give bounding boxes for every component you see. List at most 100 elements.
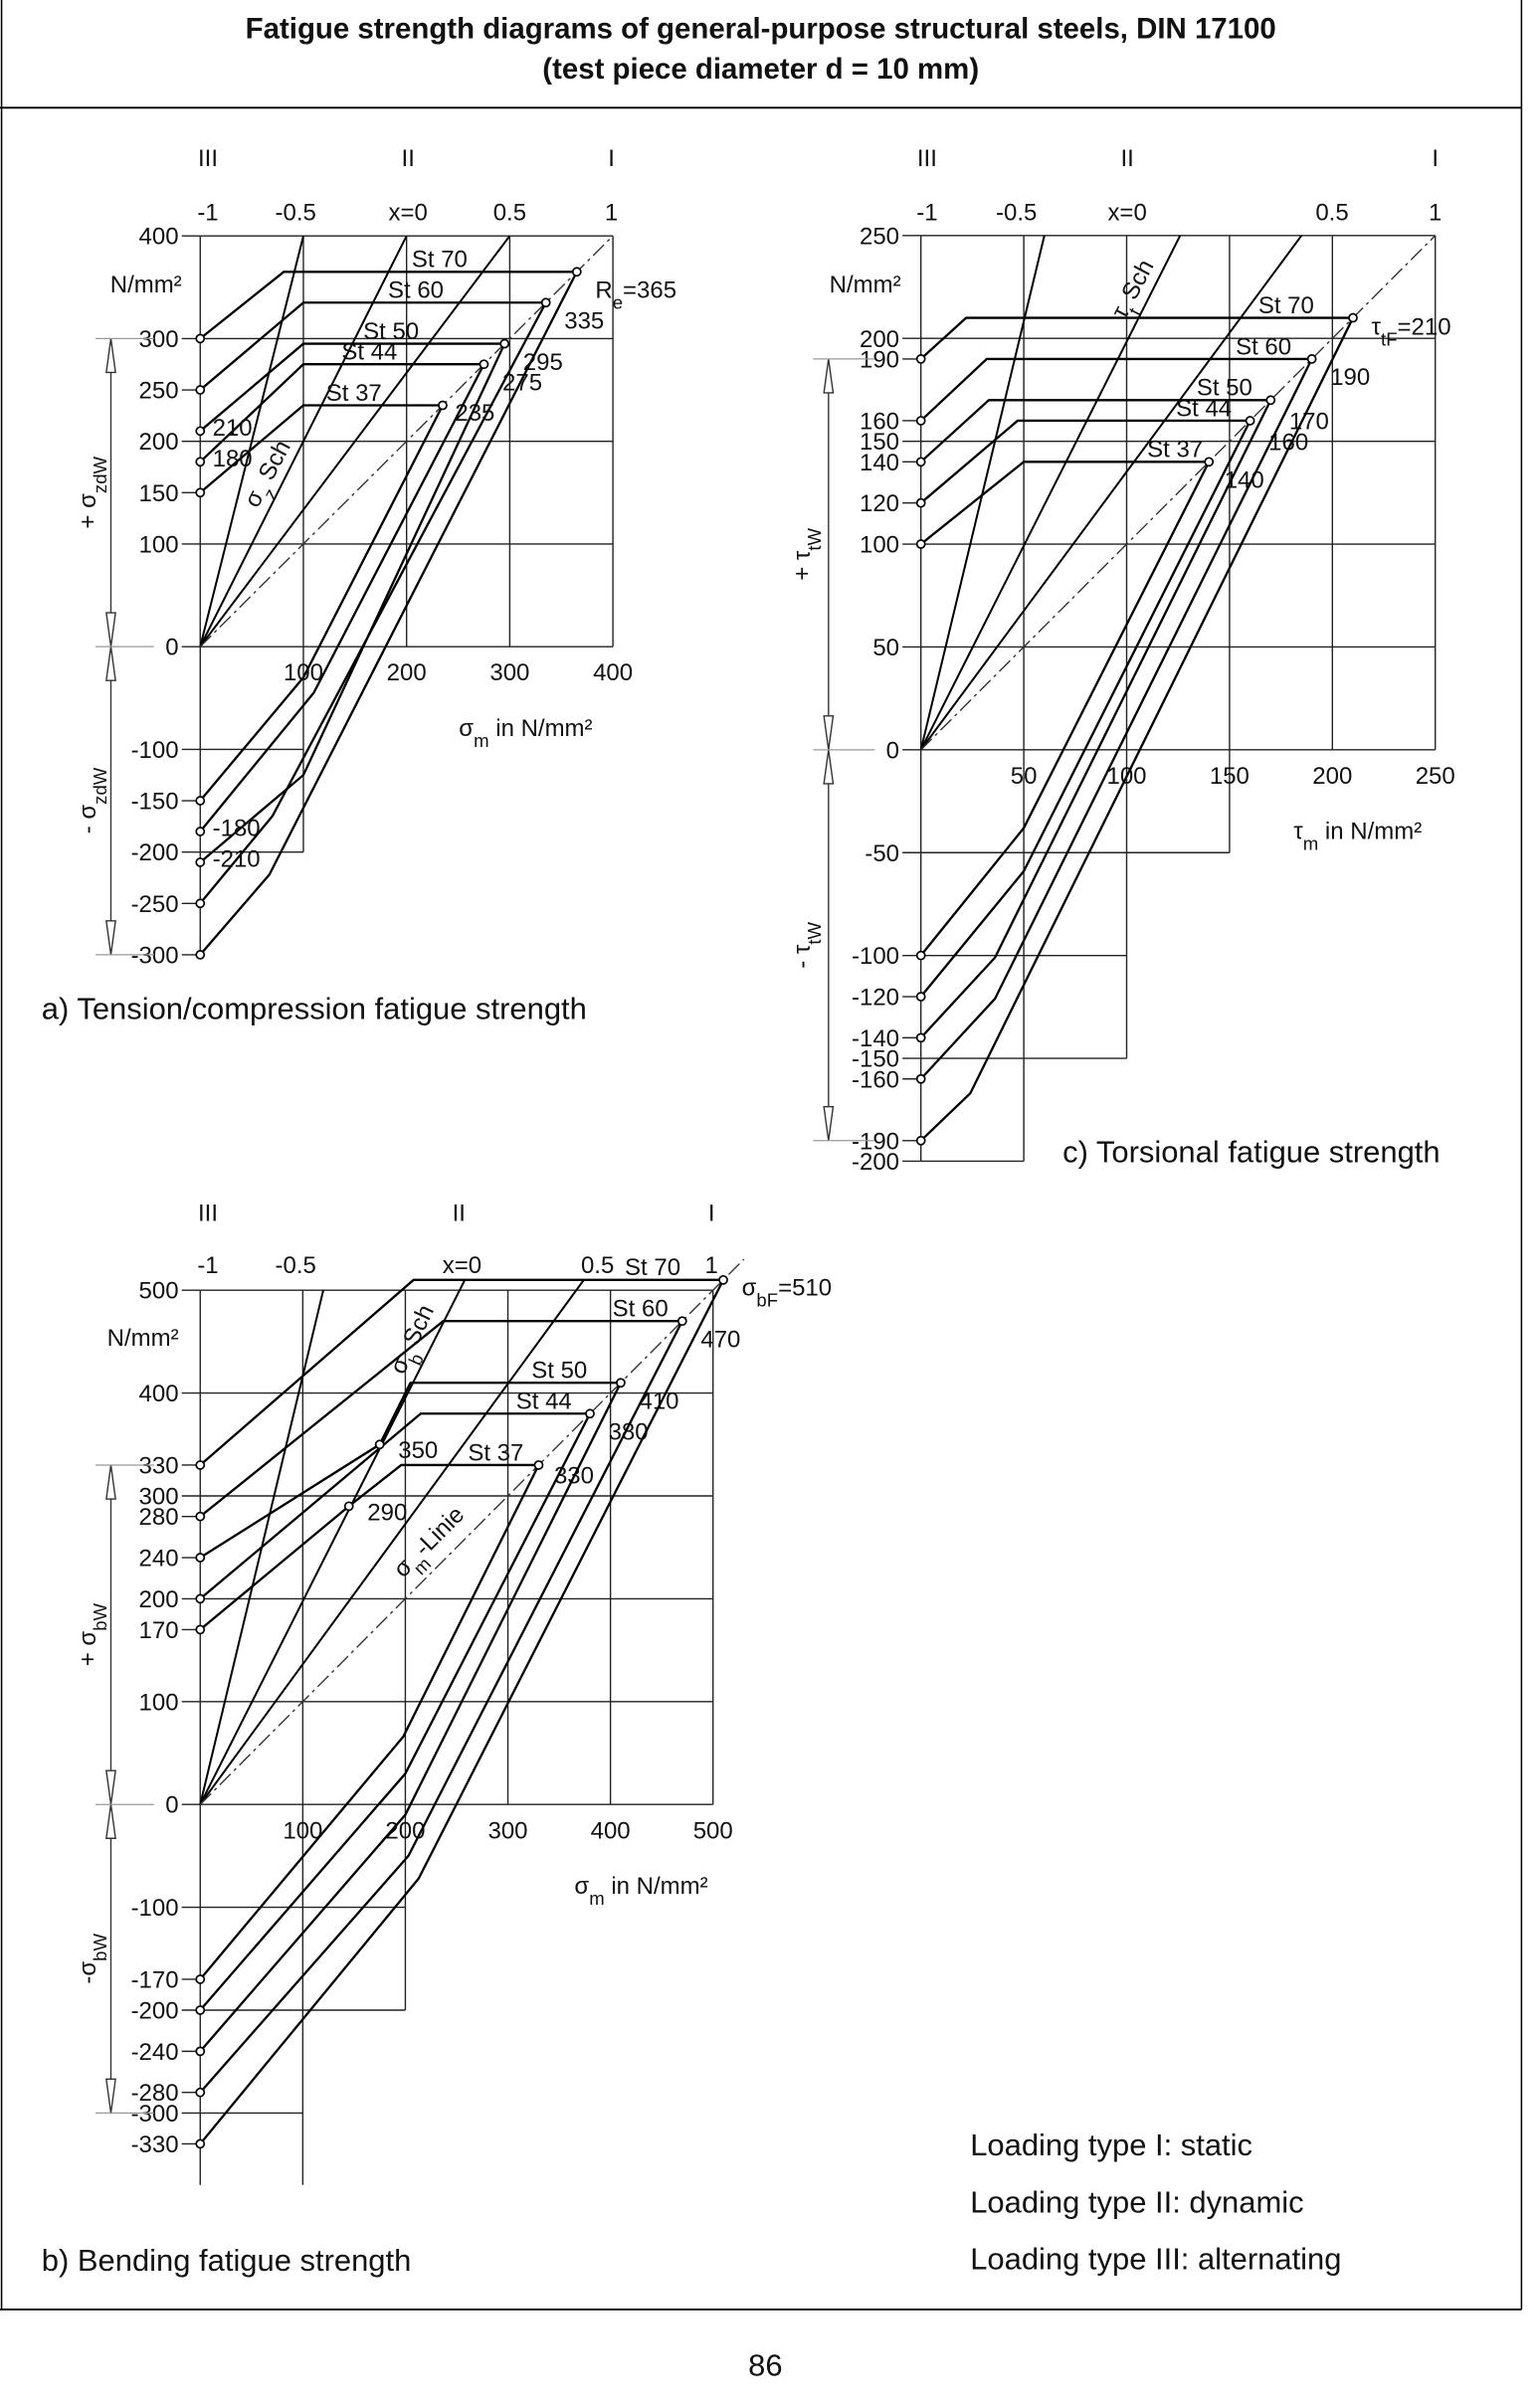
- y-axis-label-negative-sym: -σ: [75, 1961, 101, 1984]
- pulsating-line-label-rest: Sch: [1113, 256, 1159, 310]
- yield-strength-label-sub: bF: [756, 1289, 778, 1310]
- steel-grade-label: St 70: [1258, 292, 1314, 319]
- value-annotation: 210: [213, 415, 253, 442]
- stress-ratio-label: -1: [916, 199, 937, 226]
- data-point: [915, 539, 926, 549]
- value-annotation: 350: [398, 1437, 438, 1464]
- yield-strength-label-main: 295: [523, 349, 563, 376]
- y-tick-label: -200: [131, 1998, 179, 2025]
- steel-grade-label: St 60: [388, 278, 444, 304]
- value-annotation: -180: [213, 816, 261, 842]
- series-st-60: St 60 335: [195, 278, 604, 909]
- data-point: [195, 1553, 206, 1563]
- y-tick-label: 50: [872, 635, 899, 661]
- y-axis-label-positive: + τtW: [789, 527, 824, 580]
- mean-stress-line: [199, 1258, 745, 1805]
- y-tick-label: -100: [852, 943, 899, 970]
- data-point: [195, 827, 206, 836]
- data-point: [195, 457, 206, 467]
- y-tick-label: 100: [860, 532, 899, 559]
- yield-strength-label: 295: [523, 349, 563, 376]
- data-point: [195, 1511, 206, 1522]
- yield-strength-label: 170: [1289, 409, 1329, 436]
- data-point: [195, 2005, 206, 2015]
- dimension-arrow-icon: [105, 1464, 116, 1500]
- y-tick-label: -120: [852, 985, 899, 1012]
- load-type-label: III: [917, 145, 937, 172]
- load-type-label: I: [608, 145, 615, 172]
- legend-line-2: Loading type II: dynamic: [970, 2184, 1303, 2219]
- mean-stress-line: [920, 235, 1437, 751]
- lower-limit-line: [919, 358, 1313, 1080]
- y-axis-label-negative-sub: bW: [89, 1934, 109, 1961]
- upper-limit-line: [199, 404, 443, 494]
- dimension-arrow-icon: [105, 612, 116, 648]
- y-tick-label: 120: [860, 490, 899, 517]
- data-point: [499, 338, 510, 349]
- data-point: [1204, 457, 1215, 467]
- x-axis-label-sub: m: [589, 1887, 604, 1908]
- value-annotation: 290: [367, 1499, 407, 1526]
- stress-ratio-ray: [919, 235, 1046, 751]
- stress-ratio-label: -0.5: [276, 199, 316, 226]
- y-tick-label: 150: [139, 480, 179, 507]
- y-tick-label: 300: [139, 1484, 179, 1511]
- y-tick-label: -190: [852, 1128, 899, 1155]
- dimension-arrow-icon: [105, 920, 116, 955]
- y-axis-label-positive-sym: + τ: [789, 550, 816, 581]
- upper-limit-line: [199, 1412, 591, 1600]
- stress-ratio-label: 1: [605, 199, 618, 226]
- steel-grade-label: St 44: [516, 1389, 572, 1415]
- stress-ratio-ray: [199, 1279, 585, 1805]
- pulsating-line-label: τt Sch: [1106, 256, 1167, 327]
- y-tick-label: -150: [852, 1046, 899, 1073]
- y-tick-label: -200: [852, 1149, 899, 1176]
- x-axis-label: σm in N/mm²: [459, 715, 592, 751]
- steel-grade-label: St 70: [412, 247, 468, 274]
- y-tick-label: 140: [860, 450, 899, 476]
- yield-strength-label-main: 170: [1289, 409, 1329, 436]
- y-tick-label: 200: [139, 1586, 179, 1613]
- series-st-70: St 70 Re=365: [195, 247, 676, 960]
- y-axis-label-negative: - σzdW: [75, 767, 110, 834]
- data-point: [195, 385, 206, 395]
- data-point: [915, 1032, 926, 1043]
- data-point: [195, 1460, 206, 1470]
- dimension-arrow-icon: [105, 2078, 116, 2114]
- stress-ratio-ray: [199, 235, 511, 648]
- data-point: [479, 359, 489, 370]
- dimension-arrow-icon: [823, 749, 835, 785]
- upper-limit-line: [199, 271, 577, 340]
- x-axis-label-rest: in N/mm²: [1318, 819, 1422, 845]
- upper-limit-line: [199, 1463, 539, 1631]
- dimension-arrow-icon: [105, 338, 116, 374]
- data-point: [195, 898, 206, 909]
- stress-ratio-label: x=0: [389, 199, 428, 226]
- yield-strength-label-rest: =365: [623, 278, 676, 304]
- data-point: [195, 1593, 206, 1604]
- x-axis-label-sym: σ: [574, 1873, 589, 1900]
- yield-strength-label: 335: [564, 308, 604, 335]
- stress-ratio-label: 0.5: [493, 199, 526, 226]
- y-tick-label: -100: [131, 737, 179, 764]
- series-st-50: St 50 170: [915, 375, 1329, 1043]
- y-axis-label-negative-sub: tW: [804, 921, 825, 944]
- value-annotation: -210: [213, 846, 261, 873]
- data-point: [915, 457, 926, 467]
- yield-strength-label-main: 470: [700, 1327, 740, 1354]
- y-tick-label: -300: [131, 2101, 179, 2128]
- page-number: 86: [748, 2347, 782, 2382]
- x-axis-label-sub: m: [474, 729, 488, 750]
- data-point: [343, 1501, 354, 1512]
- load-type-label: I: [1432, 145, 1439, 172]
- y-tick-label: -300: [131, 942, 179, 969]
- lower-limit-line: [919, 317, 1355, 1142]
- data-point: [195, 2046, 206, 2057]
- lower-limit-line: [199, 301, 547, 905]
- legend-line-3: Loading type III: alternating: [970, 2242, 1341, 2277]
- x-tick-label: 300: [489, 659, 529, 686]
- y-tick-label: 400: [139, 1381, 179, 1407]
